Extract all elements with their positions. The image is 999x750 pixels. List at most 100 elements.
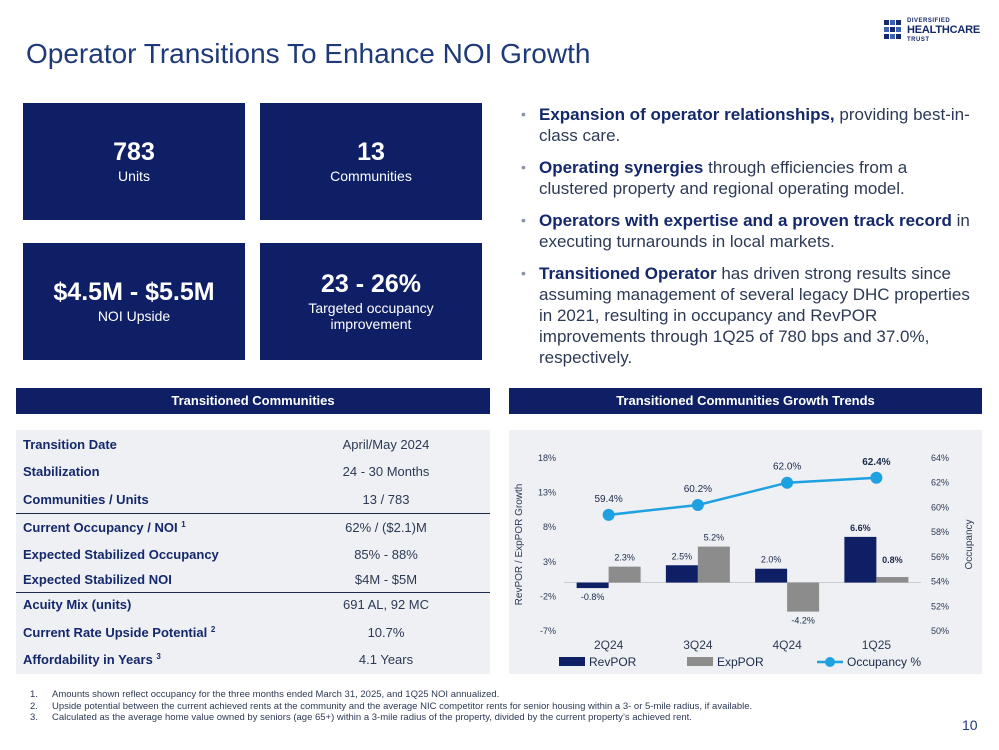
row-label: Affordability in Years 3 — [23, 652, 161, 667]
logo-line-3: TRUST — [907, 37, 930, 43]
legend-label: Occupancy % — [847, 655, 921, 669]
bar-revpor — [844, 536, 877, 583]
stat-tile-occupancy-improvement: 23 - 26% Targeted occupancy improvement — [260, 243, 482, 360]
logo-line-1: DIVERSIFIED — [907, 18, 951, 24]
x-tick-label: 2Q24 — [594, 638, 624, 652]
y-tick-label: 3% — [543, 557, 556, 567]
y2-tick-label: 52% — [931, 601, 949, 611]
occupancy-data-label: 60.2% — [684, 484, 712, 495]
growth-trends-chart: 18% 13% 8% 3% -2% -7% 64% 62% 60% 58% 56% 54% 52% 50%… — [509, 430, 982, 674]
row-label-text: Current Occupancy / NOI — [23, 519, 178, 535]
logo-text: DIVERSIFIED HEALTHCARE TRUST — [907, 18, 980, 43]
highlight-item: Expansion of operator relationships, pro… — [519, 104, 975, 146]
footnote-ref: 2 — [210, 624, 216, 634]
row-label: Expected Stabilized Occupancy — [23, 547, 219, 562]
table-row: Stabilization 24 - 30 Months — [16, 458, 490, 484]
stat-value: 783 — [113, 138, 155, 167]
y-tick-label: -7% — [540, 626, 556, 636]
table-row: Transition Date April/May 2024 — [16, 431, 490, 457]
row-label: Current Rate Upside Potential 2 — [23, 625, 215, 640]
stat-tile-communities: 13 Communities — [260, 103, 482, 220]
x-tick-label: 4Q24 — [772, 638, 802, 652]
y2-tick-label: 64% — [931, 453, 949, 463]
stat-value: 23 - 26% — [320, 270, 422, 299]
highlight-text: has driven strong results since assuming… — [539, 264, 970, 367]
row-label-text: Communities / Units — [23, 491, 149, 507]
footnote-ref: 1 — [181, 519, 186, 529]
footnote-ref: 3 — [156, 651, 161, 661]
highlights-list: Expansion of operator relationships, pro… — [519, 104, 975, 379]
highlight-text: in executing turnarounds in local market… — [539, 211, 970, 251]
highlight-bold: Transitioned Operator — [539, 264, 717, 283]
bar-exppor — [787, 582, 820, 612]
bar-exppor — [608, 566, 641, 583]
row-label-text: Expected Stabilized Occupancy — [23, 546, 219, 562]
bar-revpor — [665, 565, 698, 583]
section-header-communities: Transitioned Communities — [16, 388, 490, 414]
row-value: 10.7% — [367, 624, 405, 640]
row-label: Acuity Mix (units) — [23, 597, 131, 612]
y2-tick-label: 60% — [931, 502, 949, 512]
logo-line-2: HEALTHCARE — [907, 24, 980, 36]
stat-label: Targeted occupancy improvement — [308, 299, 434, 332]
legend-swatch-exppor — [687, 657, 713, 666]
stat-value: 13 — [357, 138, 385, 167]
highlight-text: through efficiencies from a clustered pr… — [539, 158, 908, 198]
table-row: Acuity Mix (units) 691 AL, 92 MC — [16, 591, 490, 617]
y2-tick-label: 50% — [931, 626, 949, 636]
legend-label: ExpPOR — [717, 655, 764, 669]
table-row: Affordability in Years 3 4.1 Years — [16, 646, 490, 672]
table-row: Current Occupancy / NOI 1 62% / ($2.1)M — [16, 514, 490, 540]
stat-label: Communities — [330, 167, 412, 184]
highlight-item: Transitioned Operator has driven strong … — [519, 263, 975, 368]
highlight-bold: Expansion of operator relationships, — [539, 105, 835, 124]
footnote-number: 2. — [30, 700, 38, 712]
row-divider — [16, 513, 490, 514]
y-tick-label: -2% — [540, 591, 556, 601]
legend-swatch-revpor — [559, 657, 585, 666]
occupancy-data-label: 62.4% — [862, 457, 890, 468]
row-divider — [16, 592, 490, 593]
row-label-text: Affordability in Years — [23, 651, 153, 667]
stat-label: NOI Upside — [97, 307, 171, 324]
footnote-text: Upside potential between the current ach… — [52, 700, 753, 712]
page-number: 10 — [962, 717, 978, 733]
row-label-text: Stabilization — [23, 463, 100, 479]
row-label: Transition Date — [23, 437, 117, 452]
occupancy-point — [870, 471, 883, 484]
row-value: 4.1 Years — [358, 651, 414, 667]
y-tick-label: 8% — [543, 522, 556, 532]
company-logo: DIVERSIFIED HEALTHCARE TRUST — [884, 18, 984, 48]
y2-tick-label: 62% — [931, 478, 949, 488]
legend-label: RevPOR — [589, 655, 637, 669]
occupancy-point — [691, 498, 704, 511]
highlight-text: providing best-in-class care. — [539, 105, 970, 145]
page-title: Operator Transitions To Enhance NOI Grow… — [26, 38, 591, 69]
occupancy-data-label: 59.4% — [594, 494, 622, 505]
bar-data-label: 2.0% — [761, 555, 782, 565]
table-row: Current Rate Upside Potential 2 10.7% — [16, 619, 490, 645]
row-value: April/May 2024 — [342, 436, 430, 452]
y2-tick-label: 56% — [931, 552, 949, 562]
chart-svg: 18% 13% 8% 3% -2% -7% 64% 62% 60% 58% 56% 54% 52% 50%… — [514, 453, 975, 669]
row-label: Communities / Units — [23, 492, 149, 507]
footnote-text: Calculated as the average home value own… — [52, 712, 692, 723]
highlight-item: Operators with expertise and a proven tr… — [519, 210, 975, 252]
bar-exppor — [697, 546, 730, 583]
footnote-number: 3. — [30, 712, 38, 723]
y-axis-title: RevPOR / ExpPOR Growth — [514, 484, 525, 606]
occupancy-data-label: 62.0% — [773, 462, 801, 473]
bar-data-label: 5.2% — [704, 533, 725, 543]
occupancy-point — [781, 476, 794, 489]
x-tick-label: 3Q24 — [683, 638, 713, 652]
footnote: 3. Calculated as the average home value o… — [30, 712, 960, 724]
row-label: Stabilization — [23, 464, 100, 479]
stat-tile-units: 783 Units — [23, 103, 245, 220]
footnote-number: 1. — [30, 689, 38, 700]
table-row: Communities / Units 13 / 783 — [16, 486, 490, 512]
communities-table: Transition Date April/May 2024 Stabiliza… — [16, 430, 490, 674]
row-label: Current Occupancy / NOI 1 — [23, 520, 186, 535]
footnote-text: Amounts shown reflect occupancy for the … — [52, 689, 500, 700]
bar-data-label: 0.8% — [882, 555, 903, 565]
footnotes: 1. Amounts shown reflect occupancy for th… — [30, 689, 960, 724]
